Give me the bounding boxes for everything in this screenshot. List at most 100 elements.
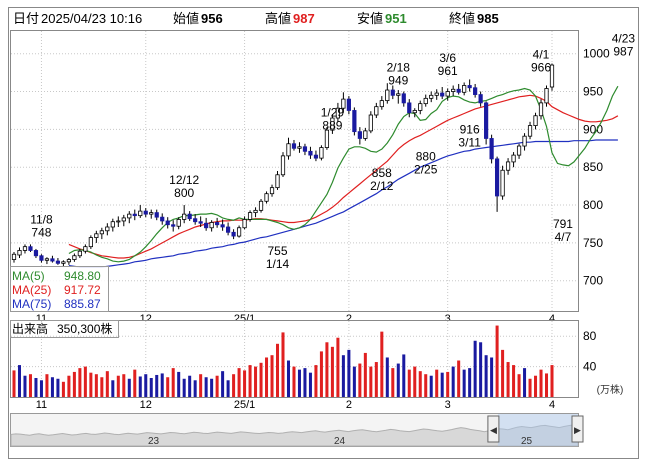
volume-bar xyxy=(402,354,406,397)
candle-body xyxy=(451,88,456,92)
volume-bar xyxy=(276,343,280,397)
candle xyxy=(302,143,308,156)
candle-body xyxy=(225,226,231,233)
volume-bar xyxy=(534,375,538,397)
volume-bar xyxy=(517,374,521,397)
candle-body xyxy=(198,221,203,224)
volume-bar xyxy=(171,368,175,397)
candle-body xyxy=(83,246,88,252)
candle-body xyxy=(154,212,159,218)
candle xyxy=(357,127,362,145)
volume-label: 出来高 xyxy=(12,321,48,336)
navigator-handle-right[interactable]: ▶ xyxy=(571,415,584,443)
candle xyxy=(17,247,22,259)
volume-bar xyxy=(160,373,164,397)
navigator-handle-left[interactable]: ◀ xyxy=(487,415,500,443)
annotation-date: 11/8 xyxy=(30,212,53,226)
candle-body xyxy=(182,213,187,220)
navigator-handle-left-box[interactable] xyxy=(487,415,500,443)
annotation-price: 966 xyxy=(531,60,551,74)
candle-body xyxy=(368,114,373,132)
candle xyxy=(215,217,220,228)
volume-bar xyxy=(330,346,334,397)
candle xyxy=(516,143,522,159)
volume-bar xyxy=(352,366,356,397)
volume-bar xyxy=(418,371,422,397)
candle-body xyxy=(484,102,489,139)
candle-body xyxy=(423,97,428,105)
annotation-price: 987 xyxy=(613,45,633,59)
volume-bar xyxy=(440,372,444,397)
volume-bar xyxy=(221,371,225,397)
candle xyxy=(182,205,187,224)
candle-body xyxy=(489,138,494,160)
annotation-date: 12/12 xyxy=(169,173,199,187)
candle xyxy=(484,101,489,145)
candle-body xyxy=(516,145,522,156)
annotation-date: 2/25 xyxy=(414,163,438,177)
candle-body xyxy=(55,260,61,264)
candle xyxy=(533,112,538,130)
price-tick-label: 800 xyxy=(583,198,603,212)
candle-body xyxy=(429,94,434,99)
candle-body xyxy=(33,250,39,257)
candle xyxy=(149,209,154,219)
volume-bar xyxy=(254,366,258,397)
candle xyxy=(456,83,461,95)
range-navigator[interactable]: ◀ ▶ 23 24 25 xyxy=(10,413,584,448)
volume-bar xyxy=(248,365,252,397)
annotation-price: 880 xyxy=(416,150,436,164)
volume-bar xyxy=(341,355,345,397)
navigator-handle-right-box[interactable] xyxy=(571,415,584,443)
volume-bar xyxy=(347,349,351,397)
navigator-window[interactable] xyxy=(497,414,578,446)
volume-bar xyxy=(28,374,32,397)
candle xyxy=(253,207,258,218)
candle-body xyxy=(379,100,384,108)
candle-body xyxy=(494,158,500,197)
candle-body xyxy=(88,237,93,248)
volume-bar xyxy=(413,366,417,397)
volume-bar xyxy=(308,372,312,397)
candle xyxy=(61,260,66,268)
candle xyxy=(324,127,330,150)
candle xyxy=(423,94,428,107)
candle xyxy=(401,91,406,107)
candle xyxy=(275,171,280,190)
candle-body xyxy=(269,187,275,195)
date-tick-label: 2 xyxy=(346,313,352,325)
volume-bar xyxy=(94,374,98,397)
volume-bar xyxy=(424,374,428,397)
candle-body xyxy=(176,219,181,227)
candle xyxy=(341,92,346,113)
ma75-label: MA(75) xyxy=(12,297,51,311)
volume-bar xyxy=(528,378,532,397)
annotation-price: 889 xyxy=(322,119,342,133)
candle-body xyxy=(297,146,302,149)
candle-body xyxy=(258,200,264,211)
candle xyxy=(264,191,269,204)
volume-bar xyxy=(297,369,301,397)
candle xyxy=(291,139,297,151)
volume-bar xyxy=(506,362,510,397)
candle-body xyxy=(324,129,330,148)
volume-bar xyxy=(34,378,38,397)
candle xyxy=(165,217,170,229)
candle-body xyxy=(99,230,104,235)
close-value: 985 xyxy=(477,11,499,26)
candle xyxy=(313,150,319,162)
candle xyxy=(11,251,17,263)
candle-body xyxy=(121,217,126,222)
candle-body xyxy=(308,150,313,156)
volume-bar xyxy=(100,377,104,397)
volume-bar xyxy=(210,378,214,397)
candle-body xyxy=(500,169,505,197)
date-axis-bottom: 11 12 25/1 2 3 4 xyxy=(36,399,555,411)
candle-body xyxy=(319,147,324,159)
volume-bar xyxy=(325,342,329,397)
candle xyxy=(220,219,225,231)
